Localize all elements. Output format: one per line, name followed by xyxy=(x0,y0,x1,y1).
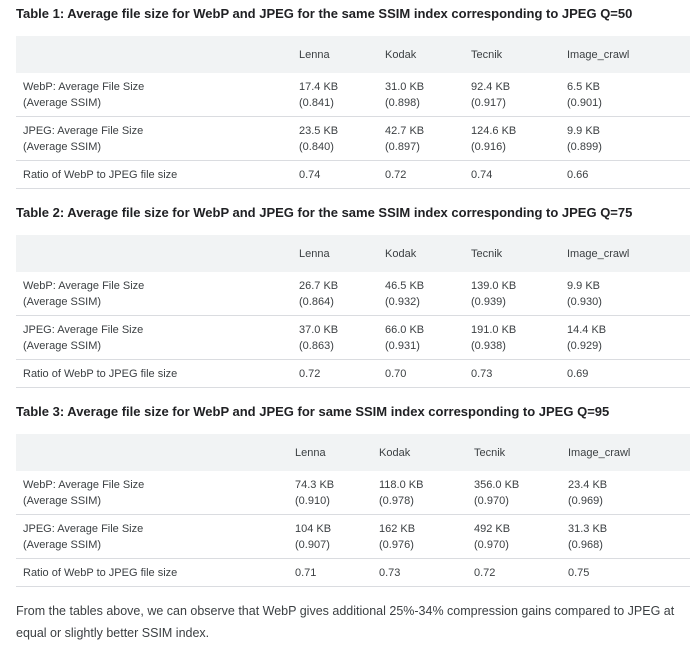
column-header-tecnik: Tecnik xyxy=(474,447,506,459)
cell-kodak: 0.73 xyxy=(379,567,401,579)
cell-lenna: 17.4 KB (0.841) xyxy=(299,81,339,109)
cell-lenna: 0.72 xyxy=(299,368,321,380)
column-header-image-crawl: Image_crawl xyxy=(567,248,630,260)
column-header-kodak: Kodak xyxy=(385,248,417,260)
cell-image-crawl: 0.75 xyxy=(568,567,590,579)
cell-tecnik: 0.74 xyxy=(471,169,493,181)
row-label: Ratio of WebP to JPEG file size xyxy=(23,567,178,579)
cell-image-crawl: 31.3 KB (0.968) xyxy=(568,523,608,551)
column-header-lenna: Lenna xyxy=(299,49,330,61)
conclusion-paragraph: From the tables above, we can observe th… xyxy=(16,604,675,640)
cell-kodak: 66.0 KB (0.931) xyxy=(385,324,425,352)
cell-tecnik: 92.4 KB (0.917) xyxy=(471,81,511,109)
table-1: Lenna Kodak Tecnik Image_crawl WebP: Ave… xyxy=(16,36,690,189)
table-row-jpeg: JPEG: Average File Size (Average SSIM) 1… xyxy=(16,515,690,559)
cell-image-crawl: 14.4 KB (0.929) xyxy=(567,324,607,352)
cell-image-crawl: 9.9 KB (0.930) xyxy=(567,280,602,308)
cell-kodak: 31.0 KB (0.898) xyxy=(385,81,425,109)
column-header-lenna: Lenna xyxy=(295,447,326,459)
column-header-image-crawl: Image_crawl xyxy=(567,49,630,61)
row-label: Ratio of WebP to JPEG file size xyxy=(23,169,178,181)
cell-image-crawl: 0.69 xyxy=(567,368,589,380)
table-1-title: Table 1: Average file size for WebP and … xyxy=(16,6,633,21)
row-label: Ratio of WebP to JPEG file size xyxy=(23,368,178,380)
cell-lenna: 74.3 KB (0.910) xyxy=(295,479,335,507)
table-1-header-row: Lenna Kodak Tecnik Image_crawl xyxy=(16,36,690,73)
cell-tecnik: 0.73 xyxy=(471,368,493,380)
table-row-webp: WebP: Average File Size (Average SSIM) 2… xyxy=(16,272,690,316)
cell-kodak: 0.72 xyxy=(385,169,407,181)
table-row-jpeg: JPEG: Average File Size (Average SSIM) 3… xyxy=(16,316,690,360)
column-header-tecnik: Tecnik xyxy=(471,49,503,61)
cell-tecnik: 139.0 KB (0.939) xyxy=(471,280,517,308)
table-row-ratio: Ratio of WebP to JPEG file size 0.72 0.7… xyxy=(16,360,690,388)
column-header-lenna: Lenna xyxy=(299,248,330,260)
cell-kodak: 46.5 KB (0.932) xyxy=(385,280,425,308)
cell-image-crawl: 0.66 xyxy=(567,169,589,181)
column-header-kodak: Kodak xyxy=(385,49,417,61)
cell-tecnik: 356.0 KB (0.970) xyxy=(474,479,520,507)
cell-lenna: 26.7 KB (0.864) xyxy=(299,280,339,308)
cell-kodak: 162 KB (0.976) xyxy=(379,523,416,551)
table-row-webp: WebP: Average File Size (Average SSIM) 7… xyxy=(16,471,690,515)
row-label: JPEG: Average File Size (Average SSIM) xyxy=(23,523,144,551)
table-3-title: Table 3: Average file size for WebP and … xyxy=(16,404,610,419)
cell-tecnik: 492 KB (0.970) xyxy=(474,523,511,551)
row-label: WebP: Average File Size (Average SSIM) xyxy=(23,81,145,109)
row-label: JPEG: Average File Size (Average SSIM) xyxy=(23,324,144,352)
cell-tecnik: 191.0 KB (0.938) xyxy=(471,324,517,352)
cell-kodak: 118.0 KB (0.978) xyxy=(379,479,424,507)
cell-lenna: 37.0 KB (0.863) xyxy=(299,324,339,352)
table-row-ratio: Ratio of WebP to JPEG file size 0.71 0.7… xyxy=(16,559,690,587)
cell-lenna: 104 KB (0.907) xyxy=(295,523,332,551)
table-row-webp: WebP: Average File Size (Average SSIM) 1… xyxy=(16,73,690,117)
column-header-tecnik: Tecnik xyxy=(471,248,503,260)
cell-image-crawl: 6.5 KB (0.901) xyxy=(567,81,602,109)
cell-kodak: 0.70 xyxy=(385,368,407,380)
column-header-image-crawl: Image_crawl xyxy=(568,447,631,459)
cell-image-crawl: 9.9 KB (0.899) xyxy=(567,125,602,153)
cell-tecnik: 124.6 KB (0.916) xyxy=(471,125,517,153)
cell-lenna: 0.71 xyxy=(295,567,317,579)
cell-tecnik: 0.72 xyxy=(474,567,496,579)
table-row-jpeg: JPEG: Average File Size (Average SSIM) 2… xyxy=(16,117,690,161)
column-header-kodak: Kodak xyxy=(379,447,411,459)
table-row-ratio: Ratio of WebP to JPEG file size 0.74 0.7… xyxy=(16,161,690,189)
table-3: Lenna Kodak Tecnik Image_crawl WebP: Ave… xyxy=(16,434,690,587)
table-2: Lenna Kodak Tecnik Image_crawl WebP: Ave… xyxy=(16,235,690,388)
cell-image-crawl: 23.4 KB (0.969) xyxy=(568,479,608,507)
cell-kodak: 42.7 KB (0.897) xyxy=(385,125,425,153)
row-label: WebP: Average File Size (Average SSIM) xyxy=(23,280,145,308)
cell-lenna: 23.5 KB (0.840) xyxy=(299,125,339,153)
row-label: JPEG: Average File Size (Average SSIM) xyxy=(23,125,144,153)
table-2-header-row: Lenna Kodak Tecnik Image_crawl xyxy=(16,235,690,272)
row-label: WebP: Average File Size (Average SSIM) xyxy=(23,479,145,507)
cell-lenna: 0.74 xyxy=(299,169,321,181)
table-2-title: Table 2: Average file size for WebP and … xyxy=(16,205,633,220)
table-3-header-row: Lenna Kodak Tecnik Image_crawl xyxy=(16,434,690,471)
